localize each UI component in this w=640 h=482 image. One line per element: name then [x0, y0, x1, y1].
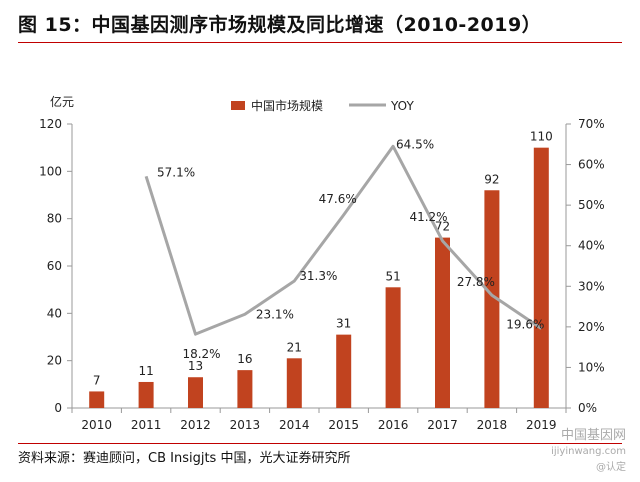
bar	[237, 370, 253, 408]
bar-value-label: 110	[530, 130, 553, 144]
y-tick-label-right: 0%	[578, 401, 597, 415]
yoy-data-label: 57.1%	[157, 165, 195, 179]
bar	[188, 377, 203, 408]
bar	[435, 237, 450, 408]
x-tick-label: 2017	[427, 418, 458, 432]
y-axis-label: 亿元	[50, 94, 74, 109]
bar	[286, 358, 302, 408]
bar-value-label: 21	[287, 340, 302, 354]
bar-value-label: 16	[237, 352, 252, 366]
yoy-data-label: 64.5%	[396, 137, 434, 151]
title-divider	[18, 42, 622, 43]
y-tick-label-right: 50%	[578, 198, 605, 212]
chart-title: 图 15：中国基因测序市场规模及同比增速（2010-2019）	[18, 14, 542, 36]
bar-value-label: 13	[188, 359, 203, 373]
watermark-line-1: 中国基因网	[560, 428, 626, 443]
y-tick-label-left: 20	[47, 354, 62, 368]
yoy-data-label: 19.6%	[506, 317, 544, 331]
bar-value-label: 51	[385, 269, 400, 283]
legend-label-line: YOY	[390, 99, 414, 113]
bar-value-label: 7	[93, 373, 101, 387]
x-tick-label: 2014	[279, 418, 310, 432]
x-tick-label: 2015	[328, 418, 359, 432]
y-tick-label-left: 80	[47, 212, 62, 226]
y-tick-label-left: 60	[47, 259, 62, 273]
x-tick-label: 2013	[230, 418, 261, 432]
bar-value-label: 92	[484, 172, 499, 186]
x-tick-label: 2019	[526, 418, 557, 432]
x-tick-label: 2011	[131, 418, 162, 432]
watermark-line-3: @认定	[596, 462, 626, 473]
y-tick-label-left: 40	[47, 306, 62, 320]
yoy-data-label: 18.2%	[182, 347, 220, 361]
yoy-data-label: 47.6%	[319, 192, 357, 206]
bar	[533, 147, 549, 408]
bar-value-label: 11	[138, 364, 153, 378]
bar-value-label: 31	[336, 317, 351, 331]
legend-label-bar: 中国市场规模	[251, 98, 323, 113]
y-tick-label-right: 70%	[578, 117, 605, 131]
y-tick-label-right: 20%	[578, 320, 605, 334]
x-tick-label: 2018	[477, 418, 508, 432]
x-tick-label: 2010	[81, 418, 112, 432]
yoy-data-label: 23.1%	[256, 307, 294, 321]
bar	[484, 190, 500, 408]
bar	[138, 381, 154, 408]
yoy-data-label: 31.3%	[299, 269, 337, 283]
yoy-data-label: 27.8%	[457, 275, 495, 289]
bar-value-label: 72	[435, 220, 450, 234]
bar	[385, 287, 401, 408]
y-tick-label-left: 120	[39, 117, 62, 131]
y-tick-label-left: 0	[54, 401, 62, 415]
legend-swatch-bar	[231, 101, 245, 110]
y-tick-label-right: 30%	[578, 279, 605, 293]
source-note: 资料来源：赛迪顾问，CB Insigjts 中国，光大证券研究所	[18, 451, 351, 466]
bar	[89, 391, 105, 408]
bar	[336, 334, 352, 408]
yoy-line	[144, 144, 543, 336]
y-tick-label-right: 40%	[578, 239, 605, 253]
source-divider	[18, 443, 622, 444]
x-tick-label: 2012	[180, 418, 211, 432]
watermark-line-2: ijiyinwang.com	[551, 446, 626, 457]
y-tick-label-right: 10%	[578, 360, 605, 374]
x-tick-label: 2016	[378, 418, 409, 432]
y-tick-label-left: 100	[39, 164, 62, 178]
yoy-data-label: 41.2%	[409, 210, 447, 224]
y-tick-label-right: 60%	[578, 158, 605, 172]
watermark: 中国基因网 ijiyinwang.com @认定	[551, 428, 626, 476]
